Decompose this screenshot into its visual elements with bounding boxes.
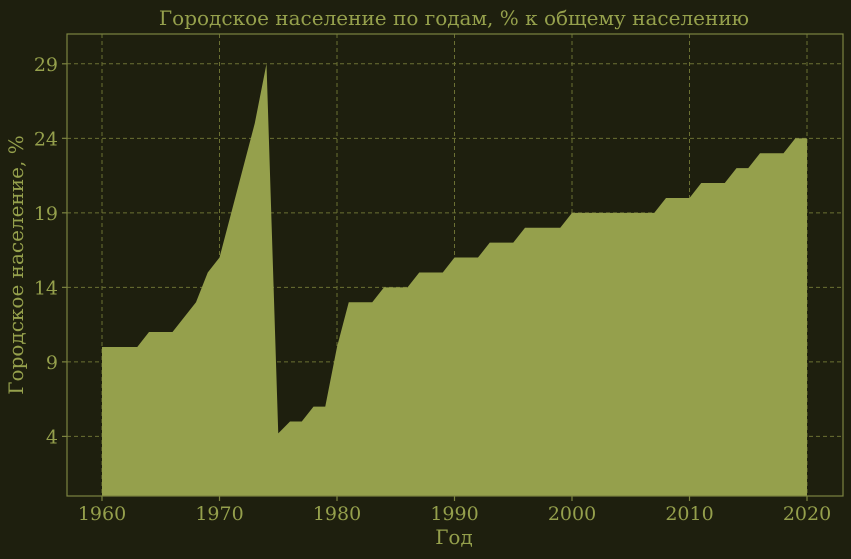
y-tick-label: 4 xyxy=(46,426,58,448)
y-axis-label: Городское население, % xyxy=(4,135,28,394)
x-tick-label: 1980 xyxy=(313,503,361,525)
y-tick-label: 24 xyxy=(34,128,58,150)
y-tick-label: 19 xyxy=(34,203,58,225)
x-axis: 1960 1970 1980 1990 2000 2010 2020 xyxy=(78,496,831,525)
y-tick-label: 14 xyxy=(34,277,58,299)
y-axis: 4 9 14 19 24 29 xyxy=(34,54,67,448)
x-tick-label: 1990 xyxy=(430,503,478,525)
x-tick-label: 2000 xyxy=(548,503,596,525)
y-tick-label: 9 xyxy=(46,352,58,374)
x-tick-label: 2010 xyxy=(665,503,713,525)
series-area xyxy=(102,63,807,497)
x-axis-label: Год xyxy=(435,525,473,549)
x-tick-label: 1970 xyxy=(195,503,243,525)
y-tick-label: 29 xyxy=(34,54,58,76)
x-tick-label: 1960 xyxy=(78,503,126,525)
chart-title: Городское население по годам, % к общему… xyxy=(159,6,749,30)
x-tick-label: 2020 xyxy=(783,503,831,525)
